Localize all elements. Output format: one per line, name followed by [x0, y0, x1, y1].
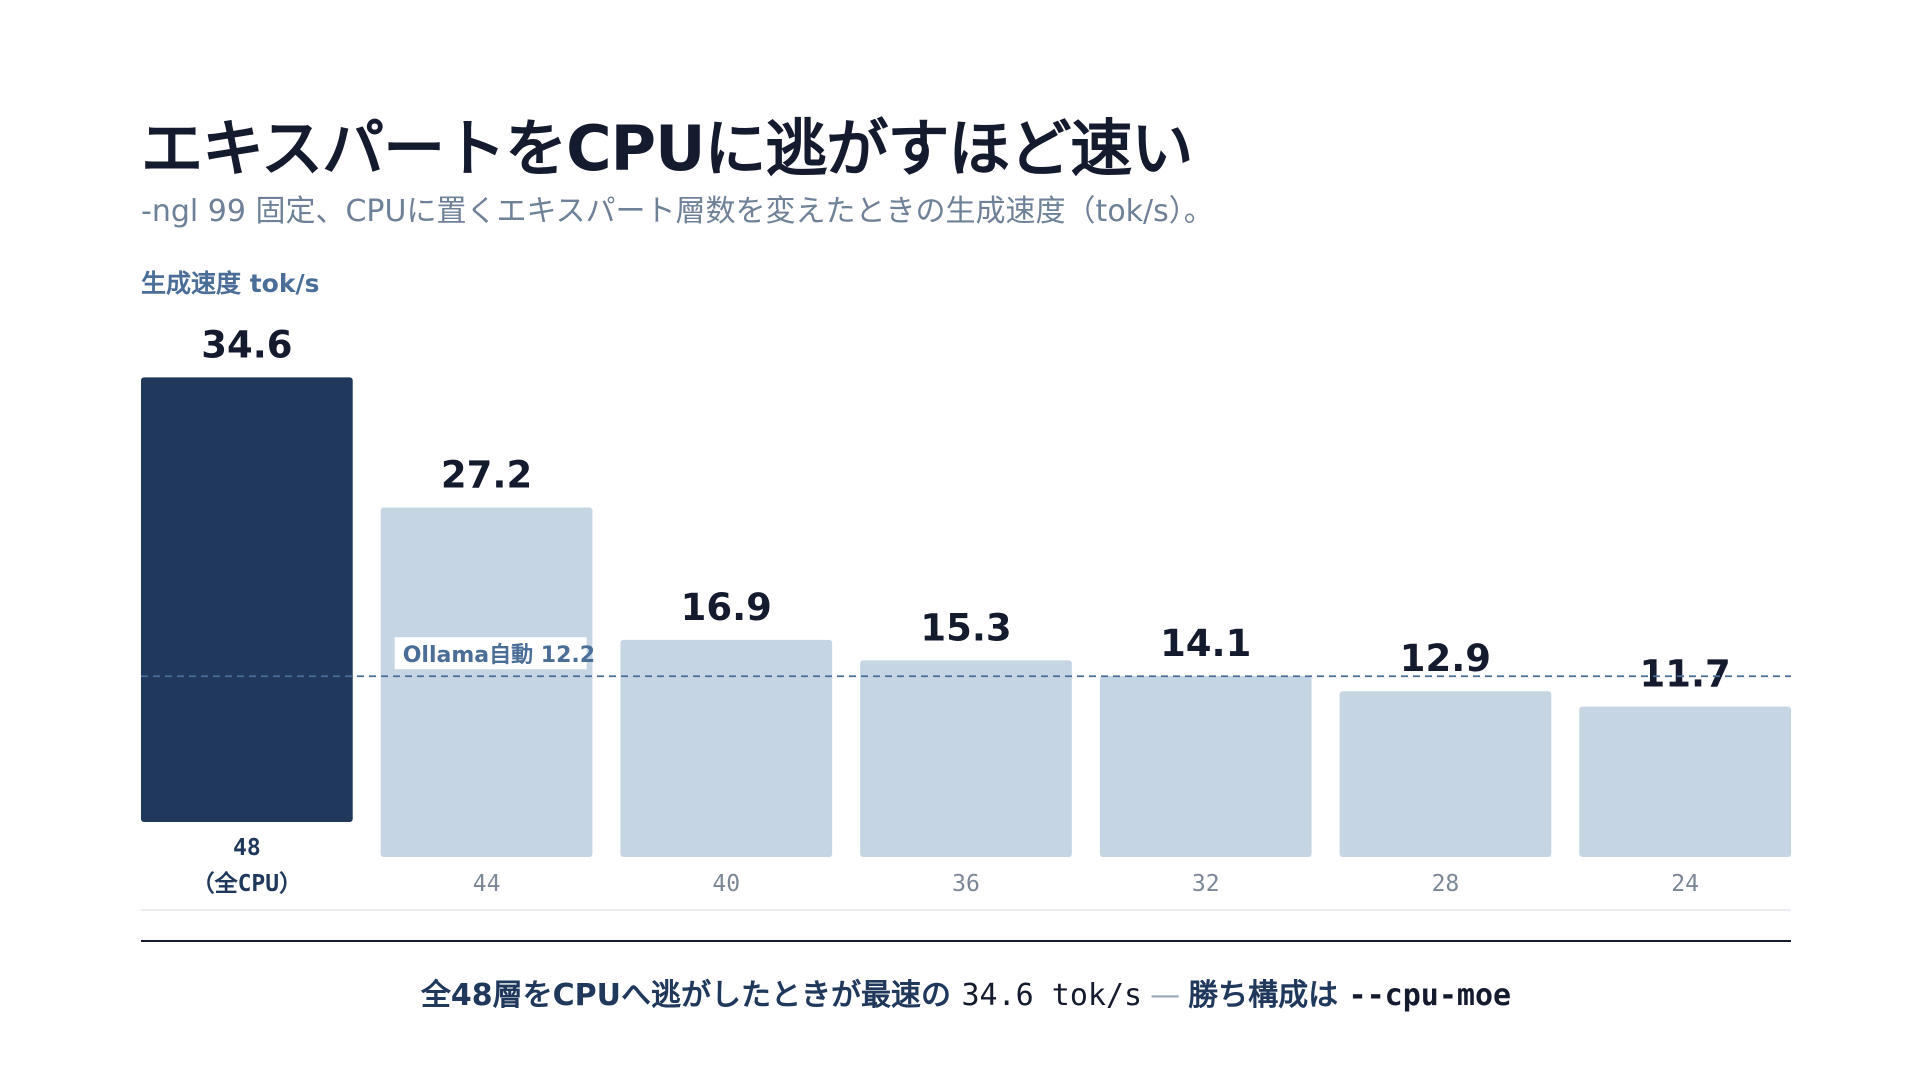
tick-label-4: 32	[1192, 871, 1220, 897]
chart-subtitle: -ngl 99 固定、CPUに置くエキスパート層数を変えたときの生成速度（tok…	[141, 194, 1214, 229]
bar-4	[1099, 675, 1312, 857]
takeaway-value: 34.6 tok/s	[961, 978, 1143, 1013]
tick-label-2: 40	[712, 871, 740, 897]
tick-label-6: 24	[1671, 871, 1699, 897]
tick-label-5: 28	[1432, 871, 1460, 897]
takeaway-config: --cpu-moe	[1348, 978, 1512, 1013]
bar-6	[1579, 706, 1791, 857]
tick-label-0-0: 48	[233, 835, 261, 861]
bar-3	[860, 660, 1072, 857]
value-label-6: 11.7	[1639, 653, 1730, 696]
chart-title: エキスパートをCPUに逃がすほど速い	[141, 112, 1193, 185]
y-axis-label: 生成速度 tok/s	[141, 269, 319, 298]
reference-label-bg	[394, 637, 587, 670]
value-label-0: 34.6	[201, 323, 292, 366]
bar-2	[620, 639, 833, 857]
reference-label: Ollama自動 12.2	[403, 642, 595, 668]
value-label-1: 27.2	[441, 453, 532, 496]
takeaway-prefix: 全48層をCPUへ逃がしたときが最速の	[420, 978, 952, 1013]
takeaway-separator: —	[1150, 978, 1181, 1013]
takeaway-message: 全48層をCPUへ逃がしたときが最速の 34.6 tok/s — 勝ち構成は --c…	[141, 940, 1791, 1014]
bar-0	[141, 377, 353, 822]
tick-label-1: 44	[473, 871, 501, 897]
value-label-5: 12.9	[1400, 637, 1491, 680]
tick-label-0-1: （全CPU）	[192, 870, 303, 897]
takeaway-mid: 勝ち構成は	[1188, 978, 1339, 1013]
tick-label-3: 36	[952, 871, 980, 897]
value-label-3: 15.3	[920, 606, 1011, 649]
bar-1	[380, 507, 593, 857]
value-label-2: 16.9	[681, 586, 772, 629]
value-label-4: 14.1	[1160, 622, 1251, 665]
bar-5	[1339, 691, 1552, 857]
